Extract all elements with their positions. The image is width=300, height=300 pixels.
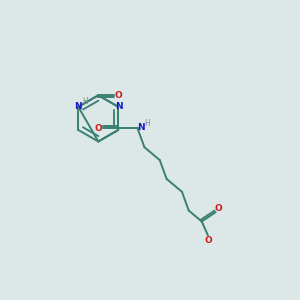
Text: O: O [94, 124, 102, 133]
Text: N: N [115, 102, 123, 111]
Text: N: N [137, 123, 145, 132]
Text: N: N [74, 102, 82, 111]
Text: H: H [145, 118, 151, 127]
Text: O: O [115, 91, 122, 100]
Text: H: H [82, 97, 88, 106]
Text: O: O [205, 236, 213, 245]
Text: O: O [214, 204, 222, 213]
